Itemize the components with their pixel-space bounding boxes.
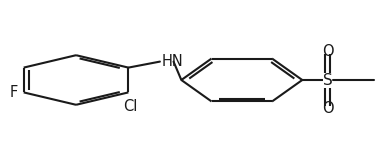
Text: S: S	[323, 72, 332, 88]
Text: O: O	[322, 101, 333, 116]
Text: O: O	[322, 44, 333, 59]
Text: F: F	[10, 85, 18, 100]
Text: Cl: Cl	[123, 99, 138, 114]
Text: HN: HN	[162, 54, 184, 69]
